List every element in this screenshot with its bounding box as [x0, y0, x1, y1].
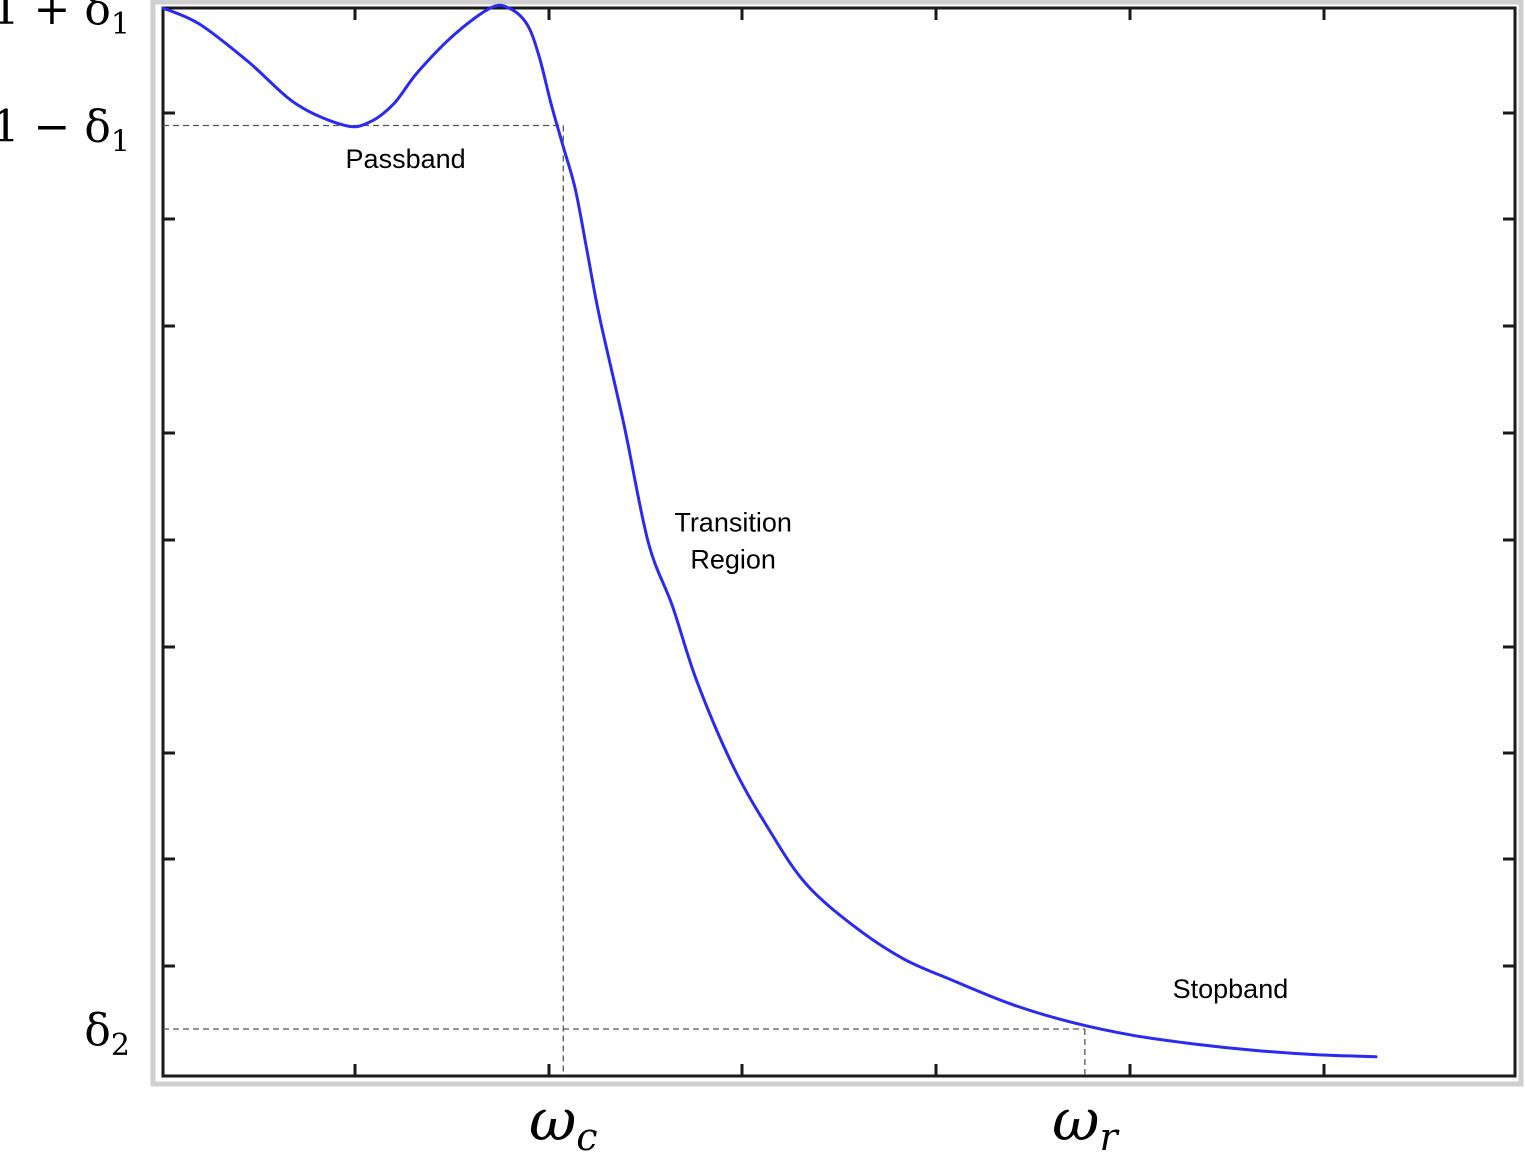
plot-border	[161, 6, 1517, 1078]
axis-ticks	[163, 8, 1515, 1076]
y-tick-label-1: 1 − δ1	[0, 101, 130, 159]
response-curve-line	[161, 3, 1378, 1059]
annotation-passband: Passband	[346, 144, 466, 174]
annotation-transition: Transition	[674, 507, 792, 537]
frame-shadow	[150, 0, 1524, 1087]
response-curves	[161, 3, 1378, 1059]
axis-labels: 1 + δ1 1 − δ1 δ2 ωc ωr	[0, 0, 1120, 1159]
plot-frame	[150, 0, 1524, 1087]
x-tick-label-0: ωc	[529, 1086, 598, 1159]
annotation-region: Region	[690, 545, 776, 575]
y-tick-label-0: 1 + δ1	[0, 0, 130, 42]
annotation-stopband: Stopband	[1173, 974, 1289, 1004]
annotations: Passband Transition Region Stopband	[346, 144, 1289, 1004]
x-tick-label-1: ωr	[1052, 1086, 1120, 1159]
reference-lines	[163, 124, 1086, 1076]
y-tick-label-2: δ2	[84, 1005, 130, 1063]
